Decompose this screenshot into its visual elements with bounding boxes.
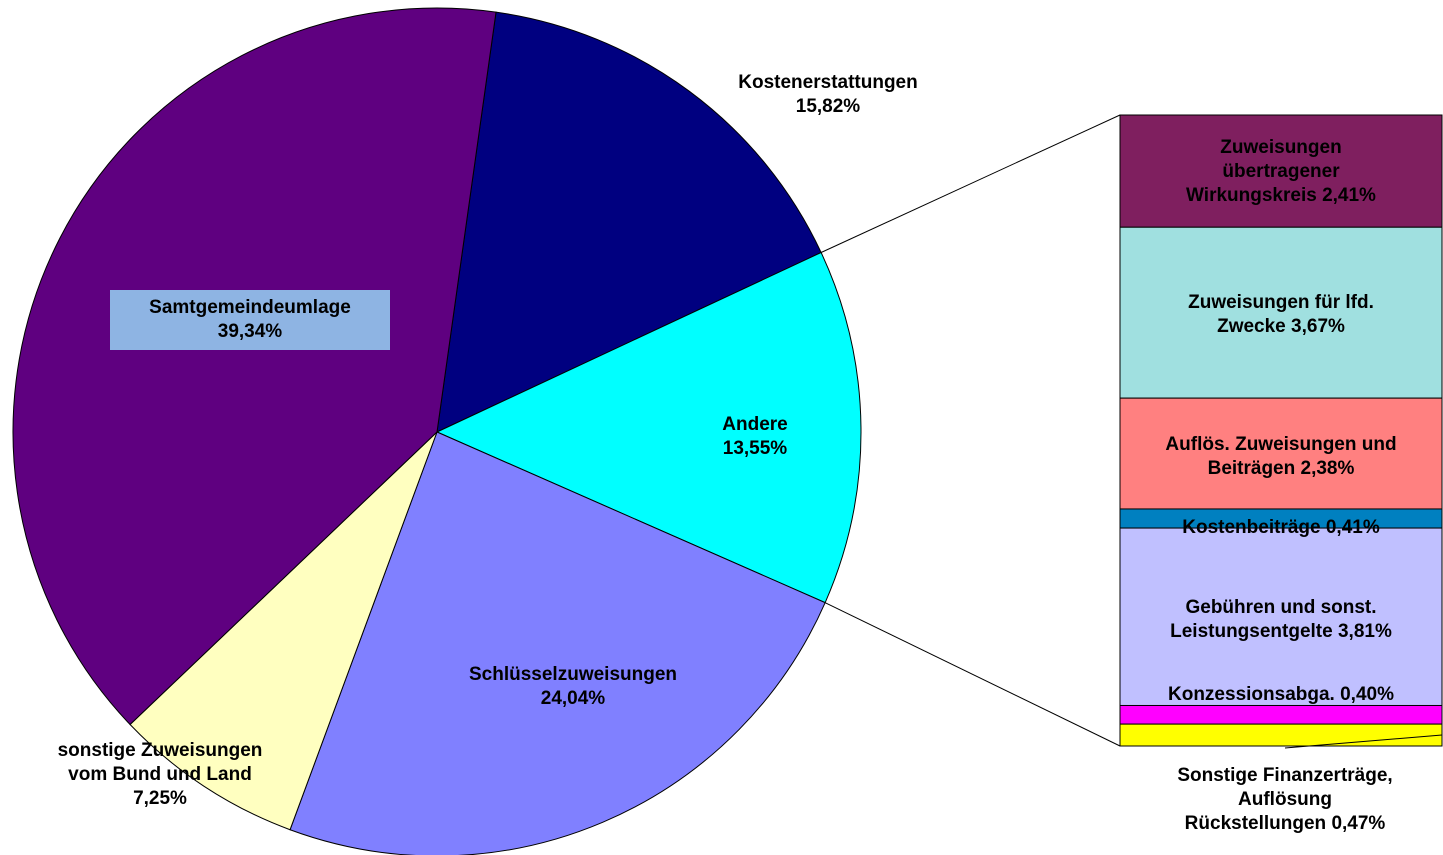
data-label: Andere 13,55% <box>680 413 830 461</box>
data-label: Sonstige Finanzerträge, Auflösung Rückst… <box>1125 764 1443 836</box>
value-label: 0,47% <box>1331 813 1386 834</box>
category-label: sonstige Zuweisungen vom Bund und Land <box>57 740 263 785</box>
value-label: 2,41% <box>1322 185 1376 206</box>
value-label: 39,34% <box>217 321 283 342</box>
category-label: Konzessionsabga. <box>1168 684 1335 705</box>
data-label: Gebühren und sonst. Leistungsentgelte 3,… <box>1121 596 1441 644</box>
data-label: Zuweisungen übertragener Wirkungskreis 2… <box>1121 136 1441 208</box>
value-label: 2,38% <box>1300 458 1355 479</box>
category-label: Andere <box>722 414 788 435</box>
value-label: 0,41% <box>1325 517 1380 538</box>
data-label: Zuweisungen für lfd. Zwecke 3,67% <box>1121 291 1441 339</box>
value-label: 0,40% <box>1340 684 1394 705</box>
category-label: Zuweisungen für lfd. Zwecke <box>1188 292 1374 337</box>
bar-segment <box>1119 704 1443 725</box>
category-label: Auflös. Zuweisungen und Beiträgen <box>1165 434 1397 479</box>
data-label: Konzessionsabga. 0,40% <box>1121 683 1441 707</box>
value-label: 13,55% <box>722 438 788 459</box>
value-label: 3,67% <box>1291 316 1345 337</box>
data-label: Kostenbeiträge 0,41% <box>1121 516 1441 540</box>
bar-segment <box>1119 527 1443 706</box>
connector <box>824 602 1121 747</box>
category-label: Kostenbeiträge <box>1182 517 1321 538</box>
data-label: Auflös. Zuweisungen und Beiträgen 2,38% <box>1121 433 1441 481</box>
value-label: 7,25% <box>133 788 187 809</box>
data-label: Samtgemeindeumlage 39,34% <box>110 290 390 350</box>
value-label: 24,04% <box>540 688 606 709</box>
data-label: Schlüsselzuweisungen 24,04% <box>413 663 733 711</box>
data-label: Kostenerstattungen 15,82% <box>678 71 978 119</box>
category-label: Schlüsselzuweisungen <box>469 664 677 685</box>
connector <box>820 114 1121 253</box>
value-label: 3,81% <box>1337 621 1392 642</box>
bar-segment <box>1119 723 1443 747</box>
bar-segment <box>1119 226 1443 399</box>
pie-slice <box>289 431 826 855</box>
category-label: Gebühren und sonst. Leistungsentgelte <box>1170 597 1377 642</box>
pie-slice <box>436 11 822 433</box>
pie-slice <box>435 251 862 604</box>
bar-segment <box>1119 397 1443 510</box>
data-label: sonstige Zuweisungen vom Bund und Land 7… <box>10 739 310 811</box>
leader-line <box>1284 734 1443 749</box>
bar-segment <box>1119 114 1443 228</box>
category-label: Sonstige Finanzerträge, Auflösung Rückst… <box>1177 765 1393 834</box>
pie-slice <box>129 431 438 831</box>
category-label: Zuweisungen übertragener Wirkungskreis <box>1186 137 1342 206</box>
value-label: 15,82% <box>795 96 861 117</box>
pie-slice <box>12 7 497 726</box>
category-label: Samtgemeindeumlage <box>149 297 351 318</box>
category-label: Kostenerstattungen <box>738 72 918 93</box>
